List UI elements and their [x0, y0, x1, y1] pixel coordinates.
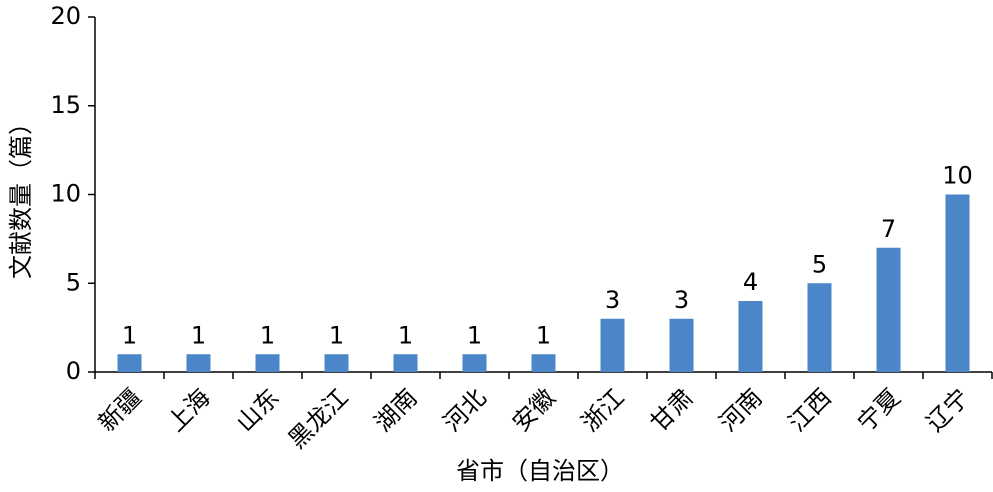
bar: [324, 354, 349, 372]
bar: [462, 354, 487, 372]
data-label: 1: [260, 321, 275, 349]
bar: [531, 354, 556, 372]
bar: [393, 354, 418, 372]
y-tick-label: 5: [66, 268, 81, 296]
x-tick-label: 安徽: [507, 383, 561, 437]
bar: [669, 318, 694, 372]
data-label: 10: [942, 162, 973, 190]
bar: [600, 318, 625, 372]
x-tick-label: 新疆: [93, 383, 147, 437]
bar: [186, 354, 211, 372]
y-axis-title: 文献数量（篇）: [7, 111, 35, 279]
data-label: 4: [743, 268, 758, 296]
data-label: 3: [605, 286, 620, 314]
data-label: 1: [467, 321, 482, 349]
x-tick-label: 河南: [714, 383, 768, 437]
bar: [807, 283, 832, 372]
bar: [117, 354, 142, 372]
x-tick-label: 宁夏: [852, 383, 906, 437]
x-tick-label: 甘肃: [645, 383, 699, 437]
data-label: 3: [674, 286, 689, 314]
bar: [255, 354, 280, 372]
x-tick-label: 辽宁: [921, 383, 975, 437]
y-tick-label: 20: [50, 2, 81, 30]
x-tick-label: 黑龙江: [283, 383, 354, 454]
y-tick-label: 0: [66, 357, 81, 385]
x-axis-title: 省市（自治区）: [456, 457, 624, 485]
bar: [738, 301, 763, 372]
data-label: 5: [812, 250, 827, 278]
x-tick-label: 江西: [783, 383, 837, 437]
x-tick-label: 山东: [231, 383, 285, 437]
x-tick-label: 浙江: [576, 383, 630, 437]
bar: [876, 247, 901, 372]
x-tick-label: 湖南: [369, 383, 423, 437]
y-tick-label: 10: [50, 180, 81, 208]
data-label: 1: [329, 321, 344, 349]
data-label: 1: [398, 321, 413, 349]
bar: [945, 194, 970, 372]
data-label: 1: [191, 321, 206, 349]
y-tick-label: 15: [50, 91, 81, 119]
x-tick-label: 河北: [438, 383, 492, 437]
x-tick-label: 上海: [162, 383, 216, 437]
data-label: 1: [536, 321, 551, 349]
data-label: 1: [122, 321, 137, 349]
data-label: 7: [881, 215, 896, 243]
